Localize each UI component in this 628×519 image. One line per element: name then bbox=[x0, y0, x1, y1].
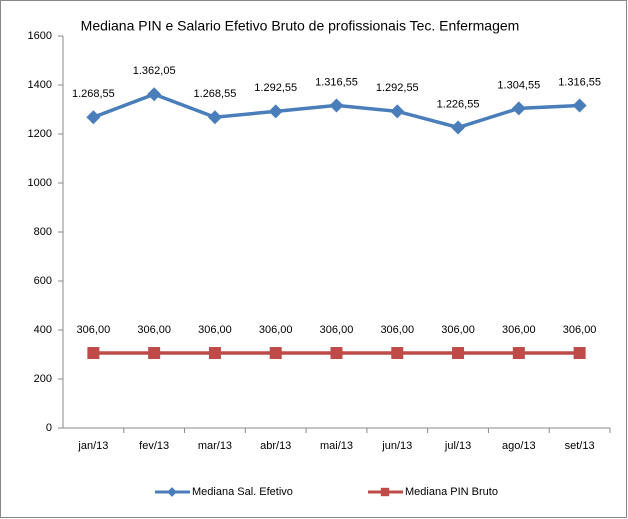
x-tick-label: mai/13 bbox=[320, 440, 353, 452]
y-tick-label: 200 bbox=[34, 373, 52, 385]
marker bbox=[391, 347, 404, 360]
marker bbox=[451, 120, 466, 135]
x-tick-label: jun/13 bbox=[381, 440, 412, 452]
marker bbox=[511, 101, 526, 116]
x-tick-label: mar/13 bbox=[198, 440, 232, 452]
y-tick-label: 400 bbox=[34, 324, 52, 336]
marker bbox=[207, 110, 222, 125]
value-label: 1.316,55 bbox=[315, 76, 358, 88]
legend-label: Mediana Sal. Efetivo bbox=[192, 486, 293, 498]
chart-title: Mediana PIN e Salario Efetivo Bruto de p… bbox=[81, 18, 520, 34]
marker bbox=[512, 347, 525, 360]
value-label: 306,00 bbox=[137, 324, 171, 336]
value-label: 306,00 bbox=[259, 324, 293, 336]
value-label: 306,00 bbox=[441, 324, 475, 336]
marker bbox=[148, 347, 161, 360]
marker bbox=[268, 104, 283, 119]
marker bbox=[208, 347, 221, 360]
legend-label: Mediana PIN Bruto bbox=[405, 486, 498, 498]
value-label: 306,00 bbox=[320, 324, 354, 336]
marker bbox=[87, 347, 100, 360]
marker bbox=[330, 347, 343, 360]
marker bbox=[269, 347, 282, 360]
x-tick-label: fev/13 bbox=[139, 440, 169, 452]
marker bbox=[86, 110, 101, 125]
value-label: 1.292,55 bbox=[376, 82, 419, 94]
marker bbox=[147, 87, 162, 102]
value-label: 306,00 bbox=[502, 324, 536, 336]
value-label: 1.304,55 bbox=[497, 79, 540, 91]
value-label: 306,00 bbox=[77, 324, 111, 336]
value-label: 306,00 bbox=[563, 324, 597, 336]
y-tick-label: 1400 bbox=[28, 79, 52, 91]
marker bbox=[380, 487, 390, 497]
marker bbox=[452, 347, 465, 360]
y-tick-label: 1600 bbox=[28, 30, 52, 42]
y-tick-label: 1000 bbox=[28, 177, 52, 189]
value-label: 306,00 bbox=[198, 324, 232, 336]
value-label: 1.226,55 bbox=[437, 98, 480, 110]
y-tick-label: 800 bbox=[34, 226, 52, 238]
value-label: 1.268,55 bbox=[194, 88, 237, 100]
value-label: 1.316,55 bbox=[558, 76, 601, 88]
x-tick-label: ago/13 bbox=[502, 440, 536, 452]
x-tick-label: abr/13 bbox=[260, 440, 291, 452]
value-label: 1.268,55 bbox=[72, 88, 115, 100]
value-label: 306,00 bbox=[380, 324, 414, 336]
value-label: 1.362,05 bbox=[133, 65, 176, 77]
x-tick-label: set/13 bbox=[565, 440, 595, 452]
y-tick-label: 1200 bbox=[28, 128, 52, 140]
marker bbox=[329, 98, 344, 113]
x-tick-label: jul/13 bbox=[444, 440, 471, 452]
marker bbox=[390, 104, 405, 119]
value-label: 1.292,55 bbox=[254, 82, 297, 94]
marker bbox=[572, 98, 587, 113]
y-tick-label: 600 bbox=[34, 275, 52, 287]
marker bbox=[573, 347, 586, 360]
x-tick-label: jan/13 bbox=[77, 440, 108, 452]
y-tick-label: 0 bbox=[46, 422, 52, 434]
